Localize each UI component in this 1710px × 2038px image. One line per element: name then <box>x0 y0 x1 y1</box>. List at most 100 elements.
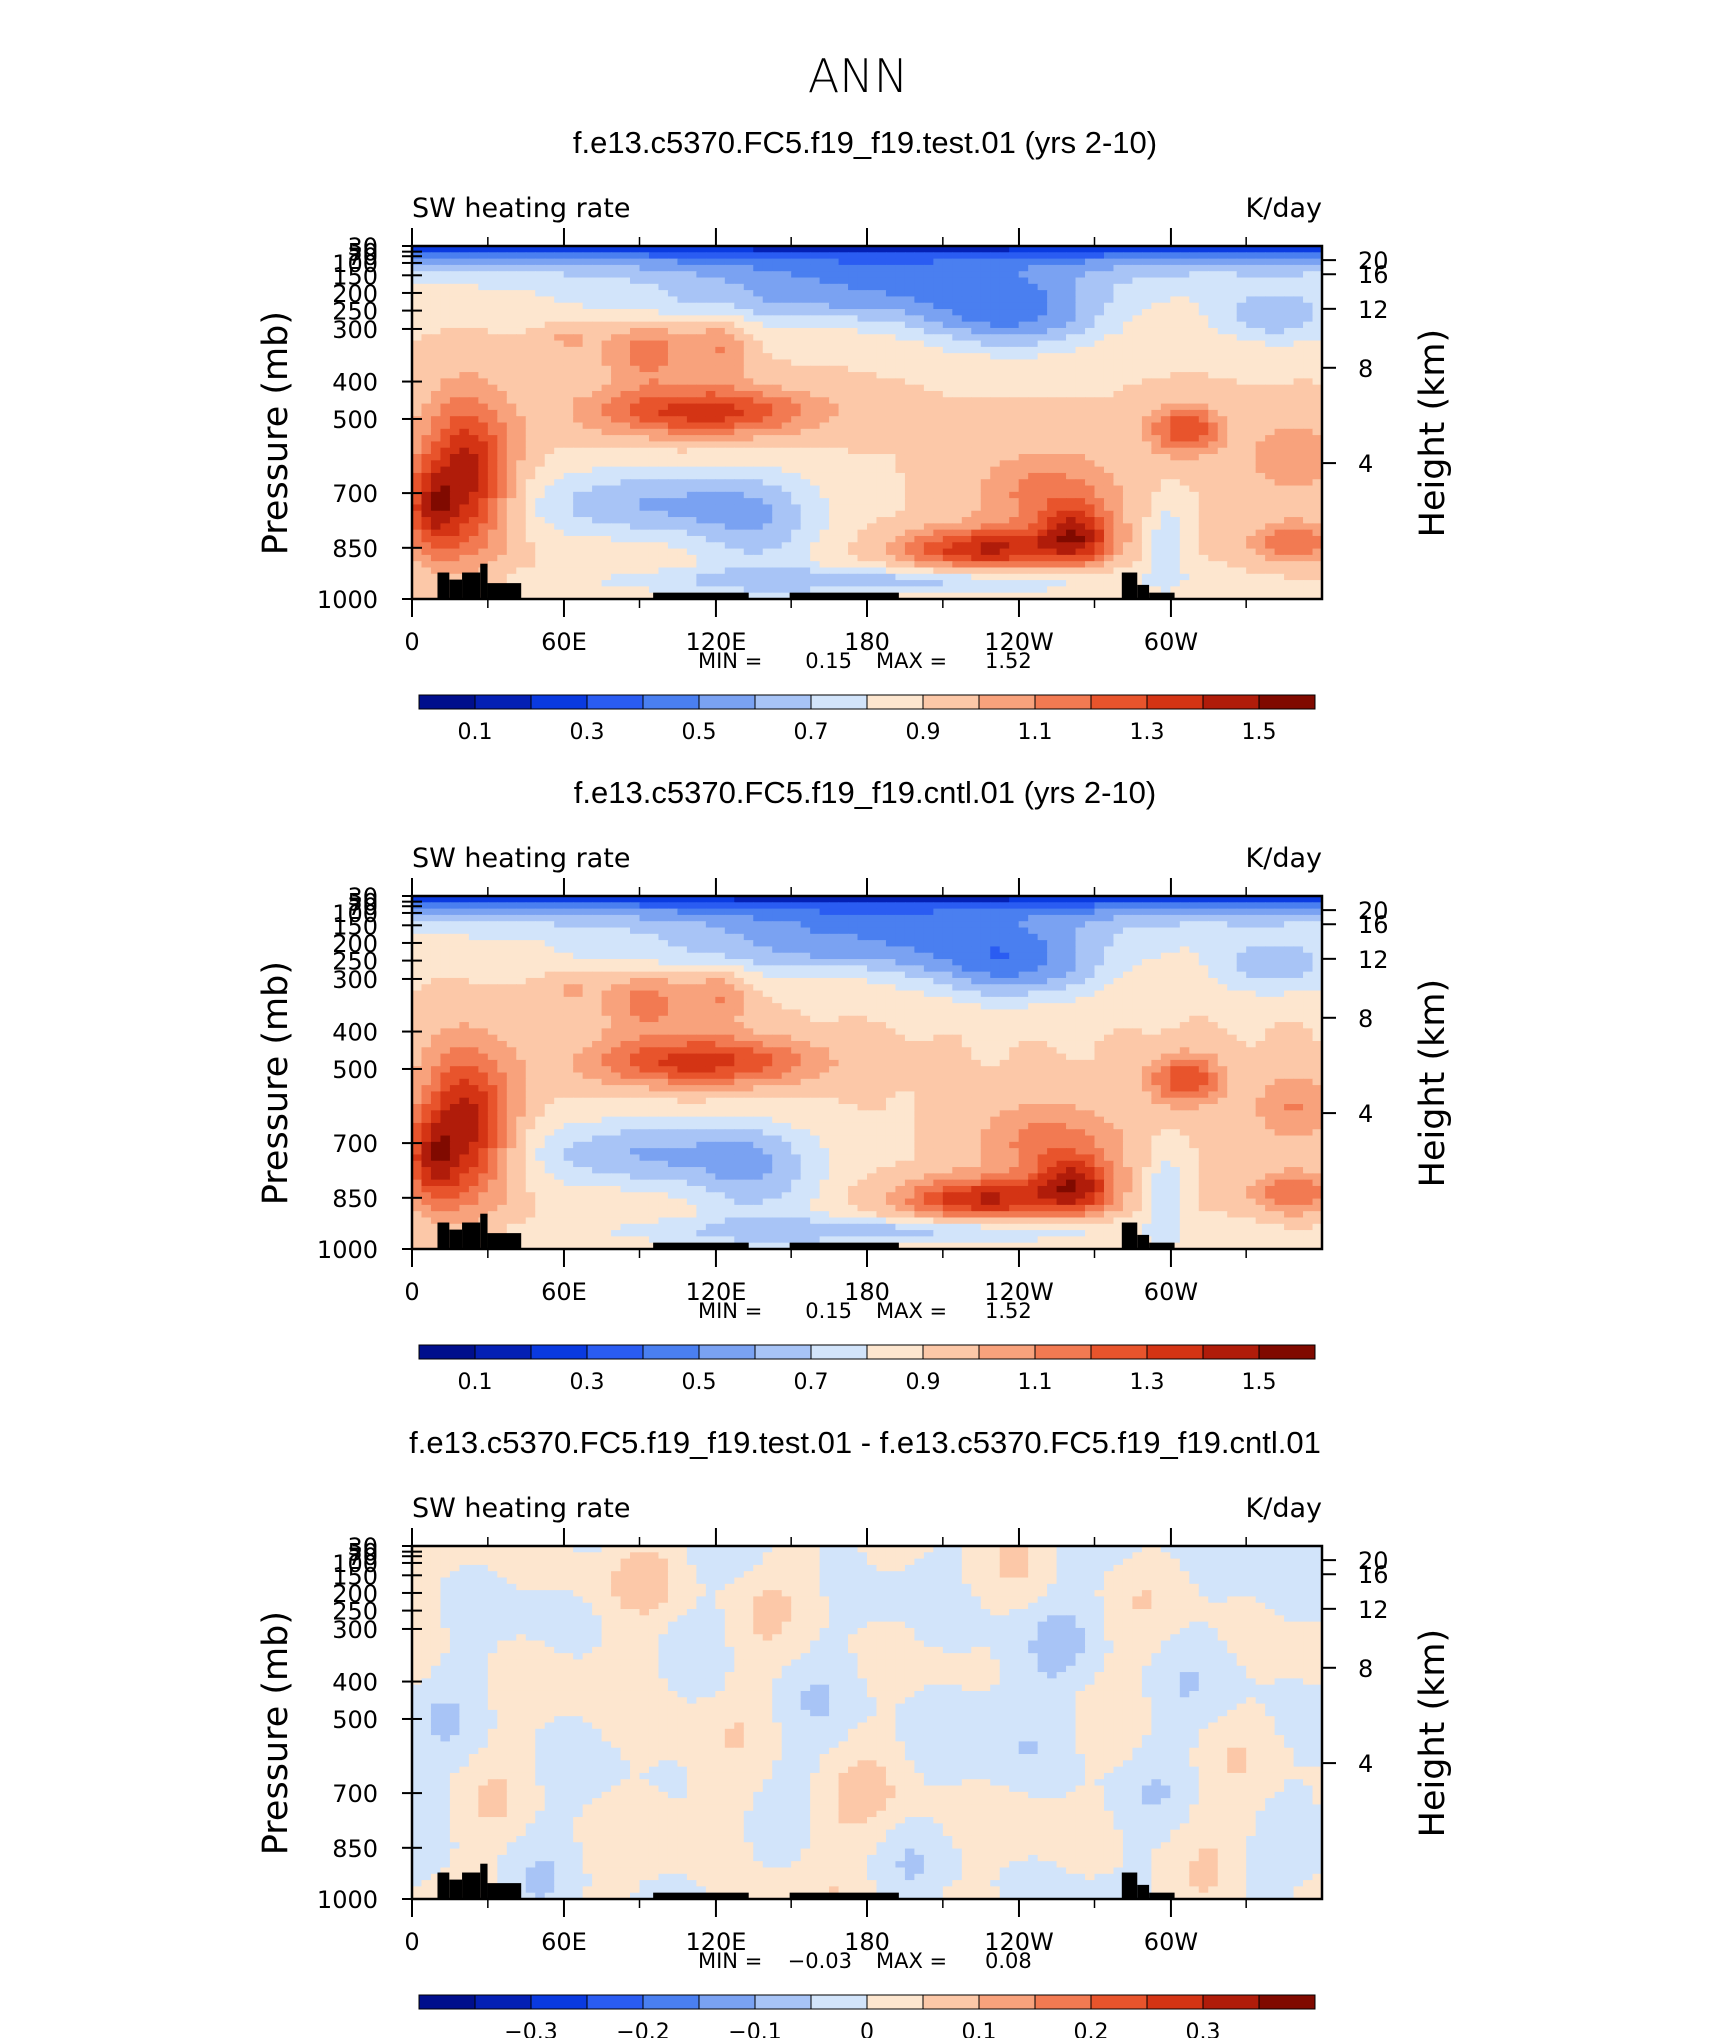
heatmap-cell <box>1047 472 1058 480</box>
heatmap-cell <box>1066 479 1077 487</box>
heatmap-cell <box>838 454 849 461</box>
heatmap-cell <box>1056 346 1067 354</box>
heatmap-cell <box>1103 258 1115 266</box>
heatmap-cell <box>1066 485 1077 493</box>
heatmap-cell <box>876 340 887 348</box>
heatmap-cell <box>1047 535 1058 543</box>
heatmap-cell <box>734 277 745 285</box>
heatmap-cell <box>867 321 878 329</box>
heatmap-cell <box>1132 523 1143 531</box>
heatmap-cell <box>800 428 811 436</box>
heatmap-cell <box>952 258 963 266</box>
heatmap-cell <box>1217 491 1228 499</box>
heatmap-cell <box>592 554 603 562</box>
heatmap-cell <box>876 441 887 449</box>
heatmap-cell <box>1009 309 1020 316</box>
heatmap-cell <box>876 327 887 335</box>
heatmap-cell <box>440 542 451 550</box>
heatmap-cell <box>544 441 555 449</box>
heatmap-cell <box>1132 428 1143 436</box>
heatmap-cell <box>468 277 479 285</box>
heatmap-cell <box>677 460 688 468</box>
heatmap-cell <box>516 372 527 379</box>
heatmap-cell <box>459 510 470 518</box>
heatmap-cell <box>933 517 944 524</box>
heatmap-cell <box>1284 435 1295 443</box>
heatmap-cell <box>648 296 660 304</box>
heatmap-cell <box>1293 403 1304 411</box>
heatmap-cell <box>1018 542 1029 550</box>
heatmap-cell <box>667 258 679 266</box>
heatmap-cell <box>516 365 527 373</box>
heatmap-cell <box>1312 384 1323 392</box>
heatmap-cell <box>980 277 991 285</box>
heatmap-cell <box>895 498 906 506</box>
heatmap-cell <box>1198 384 1209 392</box>
heatmap-cell <box>1066 535 1077 543</box>
heatmap-cell <box>1160 491 1171 499</box>
heatmap-cell <box>829 435 840 443</box>
heatmap-cell <box>1265 378 1276 386</box>
heatmap-cell <box>677 510 688 518</box>
heatmap-cell <box>677 283 688 291</box>
heatmap-cell <box>1170 365 1181 373</box>
heatmap-cell <box>686 277 697 285</box>
heatmap-cell <box>412 315 423 323</box>
heatmap-cell <box>648 327 660 335</box>
heatmap-cell <box>544 340 555 348</box>
heatmap-cell <box>1141 441 1152 449</box>
heatmap-cell <box>1047 454 1058 461</box>
heatmap-cell <box>867 302 878 310</box>
heatmap-cell <box>1113 447 1124 455</box>
heatmap-cell <box>535 416 546 424</box>
heatmap-cell <box>1141 498 1152 506</box>
heatmap-cell <box>1236 428 1247 436</box>
heatmap-cell <box>1066 491 1077 499</box>
heatmap-cell <box>525 365 536 373</box>
heatmap-cell <box>421 340 432 348</box>
heatmap-cell <box>563 529 574 537</box>
heatmap-cell <box>942 327 953 335</box>
heatmap-cell <box>971 435 982 443</box>
heatmap-cell <box>1113 479 1124 487</box>
heatmap-cell <box>440 447 451 455</box>
heatmap-cell <box>1227 510 1238 518</box>
heatmap-cell <box>592 466 603 474</box>
heatmap-cell <box>914 422 925 430</box>
heatmap-cell <box>658 554 669 562</box>
heatmap-cell <box>1198 454 1209 461</box>
heatmap-cell <box>1284 346 1295 354</box>
heatmap-cell <box>781 321 792 329</box>
heatmap-cell <box>990 372 1001 379</box>
heatmap-cell <box>487 523 498 531</box>
heatmap-cell <box>430 353 442 361</box>
heatmap-cell <box>781 447 792 455</box>
heatmap-cell <box>876 491 887 499</box>
heatmap-cell <box>677 372 688 379</box>
heatmap-cell <box>620 271 631 279</box>
heatmap-cell <box>961 485 972 493</box>
heatmap-cell <box>838 416 849 424</box>
heatmap-cell <box>1293 290 1304 298</box>
heatmap-cell <box>1255 258 1266 266</box>
heatmap-cell <box>430 523 442 531</box>
heatmap-cell <box>734 264 745 272</box>
heatmap-cell <box>895 517 906 524</box>
heatmap-cell <box>1303 529 1314 537</box>
heatmap-cell <box>1170 548 1181 556</box>
heatmap-cell <box>601 542 612 550</box>
heatmap-cell <box>1246 510 1257 518</box>
heatmap-cell <box>772 315 783 323</box>
heatmap-cell <box>980 554 991 562</box>
heatmap-cell <box>1056 428 1067 436</box>
heatmap-cell <box>459 491 470 499</box>
heatmap-cell <box>1075 491 1086 499</box>
heatmap-cell <box>895 454 906 461</box>
heatmap-cell <box>1075 561 1086 569</box>
heatmap-cell <box>772 403 783 411</box>
heatmap-cell <box>1189 397 1200 405</box>
heatmap-cell <box>772 416 783 424</box>
heatmap-cell <box>904 485 915 493</box>
heatmap-cell <box>1047 523 1058 531</box>
heatmap-cell <box>658 365 669 373</box>
